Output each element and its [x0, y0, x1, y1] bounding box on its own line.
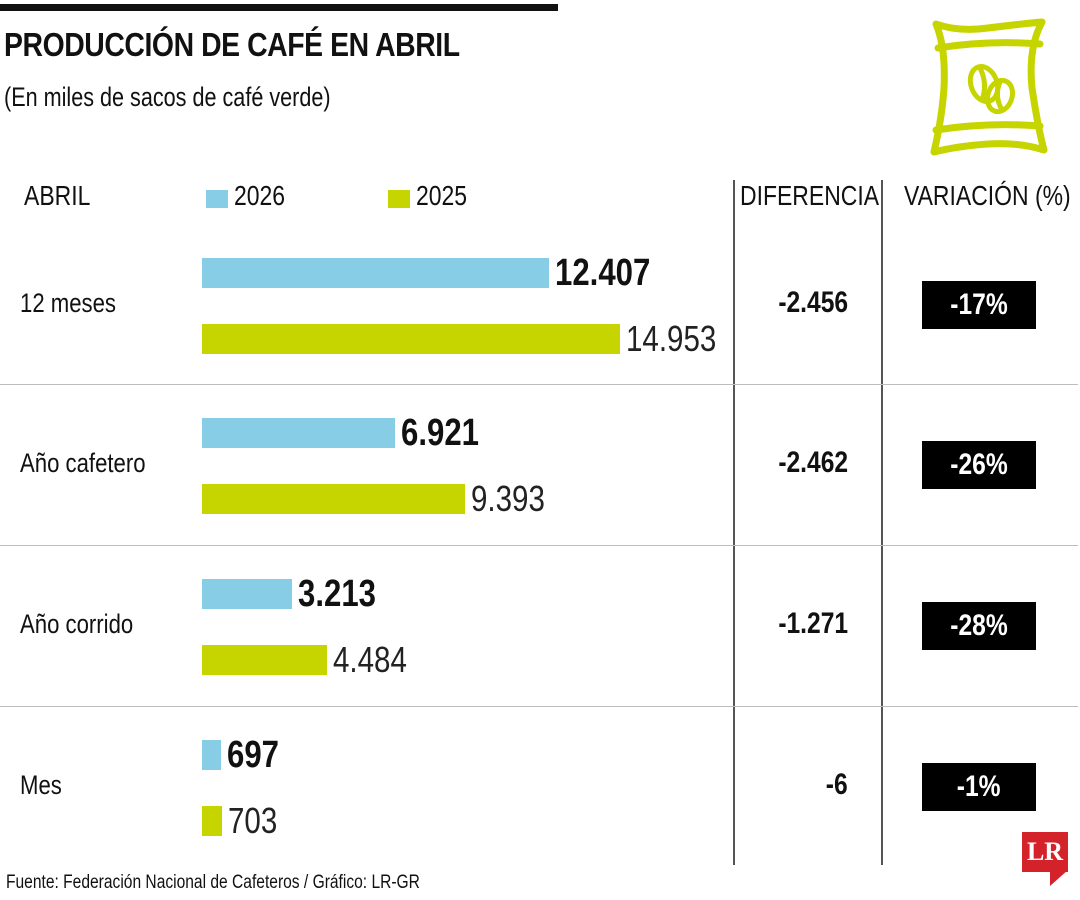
value-label-2025: 9.393: [471, 478, 545, 519]
legend-label-2026: 2026: [234, 180, 286, 211]
row-label: Año cafetero: [20, 448, 146, 478]
column-divider: [733, 180, 735, 865]
bar-2025: [202, 324, 620, 354]
source-note: Fuente: Federación Nacional de Cafeteros…: [6, 872, 420, 893]
variation-badge: -17%: [922, 281, 1036, 329]
coffee-bag-icon: [930, 18, 1048, 156]
value-label-2025: 14.953: [626, 318, 717, 359]
row-label: 12 meses: [20, 288, 116, 318]
value-label-2026: 6.921: [401, 412, 479, 454]
bar-2025: [202, 806, 222, 836]
variation-header: VARIACIÓN (%): [904, 180, 1071, 211]
value-label-2026: 12.407: [555, 252, 651, 294]
bar-2025: [202, 645, 327, 675]
bar-2026: [202, 740, 221, 770]
bar-2025: [202, 484, 465, 514]
lr-logo-text: LR: [1026, 837, 1064, 866]
value-label-2025: 703: [228, 800, 278, 841]
bar-2026: [202, 579, 292, 609]
lr-logo-tail: [1050, 870, 1068, 886]
bar-2026: [202, 258, 549, 288]
chart-subtitle: (En miles de sacos de café verde): [4, 82, 331, 112]
lr-logo: LR: [1022, 832, 1068, 872]
chart-title: PRODUCCIÓN DE CAFÉ EN ABRIL: [4, 26, 460, 63]
value-label-2026: 3.213: [298, 573, 376, 615]
variation-badge: -26%: [922, 441, 1036, 489]
variation-value: -26%: [950, 448, 1008, 481]
difference-value: -1.271: [778, 607, 848, 640]
variation-value: -17%: [950, 288, 1008, 321]
variation-value: -1%: [957, 770, 1001, 803]
variation-badge: -1%: [922, 763, 1036, 811]
variation-value: -28%: [950, 609, 1008, 642]
difference-value: -2.456: [778, 286, 848, 319]
row-label: Año corrido: [20, 609, 134, 639]
top-rule: [0, 4, 558, 11]
row-divider: [0, 706, 1078, 707]
row-label: Mes: [20, 770, 62, 800]
column-divider: [881, 180, 883, 865]
value-label-2025: 4.484: [333, 639, 407, 680]
row-divider: [0, 545, 1078, 546]
difference-header: DIFERENCIA: [740, 180, 880, 211]
period-header: ABRIL: [24, 180, 91, 211]
value-label-2026: 697: [227, 734, 279, 776]
variation-badge: -28%: [922, 602, 1036, 650]
difference-value: -2.462: [778, 446, 848, 479]
legend-swatch-2025: [388, 190, 410, 208]
bar-2026: [202, 418, 395, 448]
difference-value: -6: [826, 768, 848, 801]
legend-swatch-2026: [206, 190, 228, 208]
row-divider: [0, 384, 1078, 385]
legend-label-2025: 2025: [416, 180, 468, 211]
